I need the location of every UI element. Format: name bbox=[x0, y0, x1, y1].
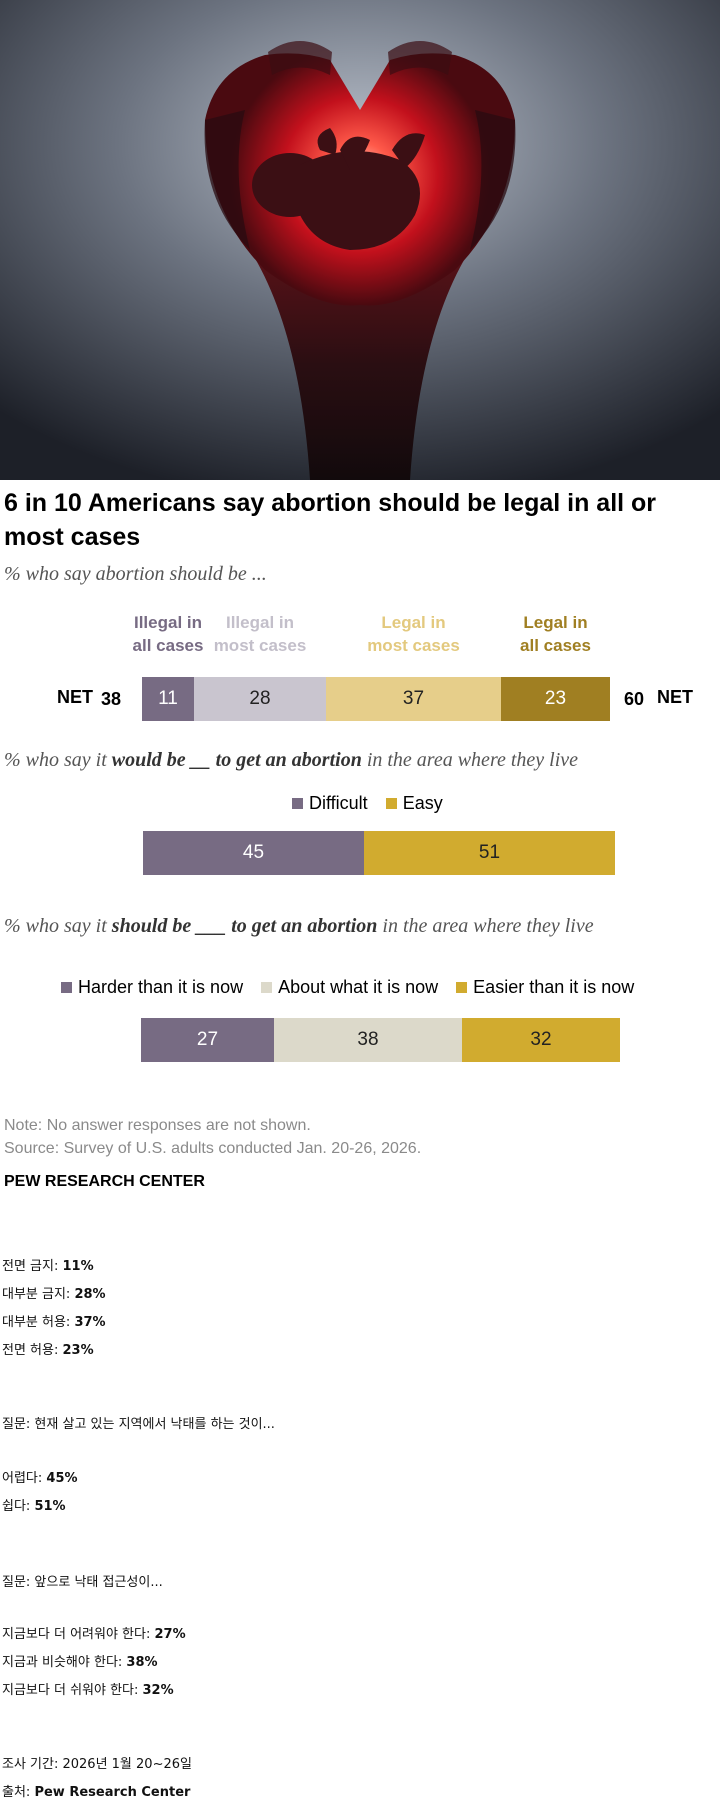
chart2-subtitle: % who say it would be __ to get an abort… bbox=[4, 749, 579, 771]
bar-segment-legal-in-most-cases: 37 bbox=[326, 677, 501, 721]
category-label-legal-in-most-cases: Legal in most cases bbox=[344, 611, 484, 657]
korean-label: 대부분 허용: bbox=[2, 1315, 75, 1330]
chart3-subtitle: % who say it should be ___ to get an abo… bbox=[4, 915, 594, 937]
bar-segment-easy: 51 bbox=[364, 831, 615, 875]
korean-summary-line: 지금보다 더 쉬워야 한다: 32% bbox=[2, 1679, 174, 1698]
net-right-label: NET bbox=[657, 687, 693, 707]
korean-value: 27% bbox=[154, 1627, 186, 1642]
bar-segment-illegal-in-all-cases: 11 bbox=[142, 677, 194, 721]
hero-photo bbox=[0, 0, 720, 480]
chart2-legend: Difficult Easy bbox=[292, 793, 461, 814]
korean-label: 쉽다: bbox=[2, 1499, 35, 1514]
korean-value: 38% bbox=[126, 1655, 158, 1670]
korean-question2: 질문: 앞으로 낙태 접근성이... bbox=[2, 1575, 163, 1590]
korean-label: 대부분 금지: bbox=[2, 1287, 75, 1302]
legend-label: Easy bbox=[402, 793, 443, 813]
legend-item: Easy bbox=[385, 793, 443, 814]
legend-item: Difficult bbox=[292, 793, 368, 814]
legend-swatch bbox=[456, 982, 468, 993]
legend-swatch bbox=[385, 798, 397, 809]
source-text: Source: Survey of U.S. adults conducted … bbox=[4, 1140, 422, 1157]
korean-question1: 질문: 현재 살고 있는 지역에서 낙태를 하는 것이... bbox=[2, 1417, 275, 1432]
korean-value: 28% bbox=[74, 1287, 106, 1302]
korean-summary-line: 전면 허용: 23% bbox=[2, 1339, 94, 1358]
korean-value: 51% bbox=[34, 1499, 66, 1514]
korean-summary-line: 전면 금지: 11% bbox=[2, 1255, 94, 1274]
category-label-line: all cases bbox=[132, 636, 204, 655]
category-label-illegal-in-most-cases: Illegal in most cases bbox=[190, 611, 330, 657]
korean-value: 45% bbox=[46, 1471, 78, 1486]
category-label-line: Legal in bbox=[523, 613, 588, 632]
legend-label: Difficult bbox=[309, 793, 368, 813]
korean-summary-line: 대부분 금지: 28% bbox=[2, 1283, 106, 1302]
legend-label: Harder than it is now bbox=[78, 977, 244, 997]
korean-label: 지금보다 더 어려워야 한다: bbox=[2, 1627, 155, 1642]
korean-label: 지금보다 더 쉬워야 한다: bbox=[2, 1683, 143, 1698]
category-label-line: Illegal in bbox=[225, 613, 295, 632]
bar-segment-legal-in-all-cases: 23 bbox=[501, 677, 610, 721]
category-label-line: most cases bbox=[367, 636, 460, 655]
korean-summary-line: 지금과 비슷해야 한다: 38% bbox=[2, 1651, 158, 1670]
bar-segment-difficult: 45 bbox=[143, 831, 364, 875]
korean-label: 전면 허용: bbox=[2, 1343, 63, 1358]
chart3-legend: Harder than it is now About what it is no… bbox=[61, 977, 652, 998]
korean-summary-line: 쉽다: 51% bbox=[2, 1495, 66, 1514]
bar-segment-illegal-in-most-cases: 28 bbox=[194, 677, 326, 721]
korean-label: 전면 금지: bbox=[2, 1259, 63, 1274]
net-left-label: NET bbox=[57, 687, 93, 707]
korean-label: 지금과 비슷해야 한다: bbox=[2, 1655, 127, 1670]
chart1-bar: 11 28 37 23 bbox=[142, 677, 610, 721]
korean-summary-line: 지금보다 더 어려워야 한다: 27% bbox=[2, 1623, 186, 1642]
bar-segment-harder-than-it-is-now: 27 bbox=[141, 1018, 274, 1062]
net-left-value: 38 bbox=[101, 689, 122, 709]
legend-label: Easier than it is now bbox=[473, 977, 635, 997]
category-label-illegal-in-all-cases: Illegal in all cases bbox=[98, 611, 238, 657]
pew-brand: PEW RESEARCH CENTER bbox=[4, 1173, 205, 1190]
korean-value: 11% bbox=[62, 1259, 94, 1274]
chart1-subtitle: % who say abortion should be ... bbox=[4, 563, 267, 585]
bar-segment-easier-than-it-is-now: 32 bbox=[462, 1018, 620, 1062]
category-label-line: all cases bbox=[520, 636, 591, 655]
korean-period: 조사 기간: 2026년 1월 20~26일 bbox=[2, 1757, 192, 1772]
note-text: Note: No answer responses are not shown. bbox=[4, 1117, 311, 1134]
legend-item: About what it is now bbox=[261, 977, 438, 998]
legend-item: Harder than it is now bbox=[61, 977, 243, 998]
chart3-bar: 27 38 32 bbox=[141, 1018, 620, 1062]
legend-swatch bbox=[292, 798, 303, 809]
korean-summary-line: 어렵다: 45% bbox=[2, 1467, 78, 1486]
bar-segment-about-what-it-is-now: 38 bbox=[274, 1018, 462, 1062]
net-right-value: 60 bbox=[624, 689, 645, 709]
category-label-line: most cases bbox=[213, 636, 307, 655]
korean-value: 37% bbox=[74, 1315, 106, 1330]
category-label-line: Illegal in bbox=[133, 613, 203, 632]
korean-label: 어렵다: bbox=[2, 1471, 47, 1486]
category-label-legal-in-all-cases: Legal in all cases bbox=[486, 611, 626, 657]
legend-item: Easier than it is now bbox=[456, 977, 634, 998]
chart2-bar: 45 51 bbox=[143, 831, 615, 875]
legend-swatch bbox=[61, 982, 72, 993]
korean-summary-line: 대부분 허용: 37% bbox=[2, 1311, 106, 1330]
korean-value: 32% bbox=[142, 1683, 174, 1698]
category-label-line: Legal in bbox=[381, 613, 446, 632]
legend-label: About what it is now bbox=[278, 977, 439, 997]
legend-swatch bbox=[261, 982, 273, 993]
chart-title: 6 in 10 Americans say abortion should be… bbox=[4, 489, 657, 551]
korean-source: 출처: Pew Research Center bbox=[2, 1785, 191, 1800]
korean-value: 23% bbox=[62, 1343, 94, 1358]
